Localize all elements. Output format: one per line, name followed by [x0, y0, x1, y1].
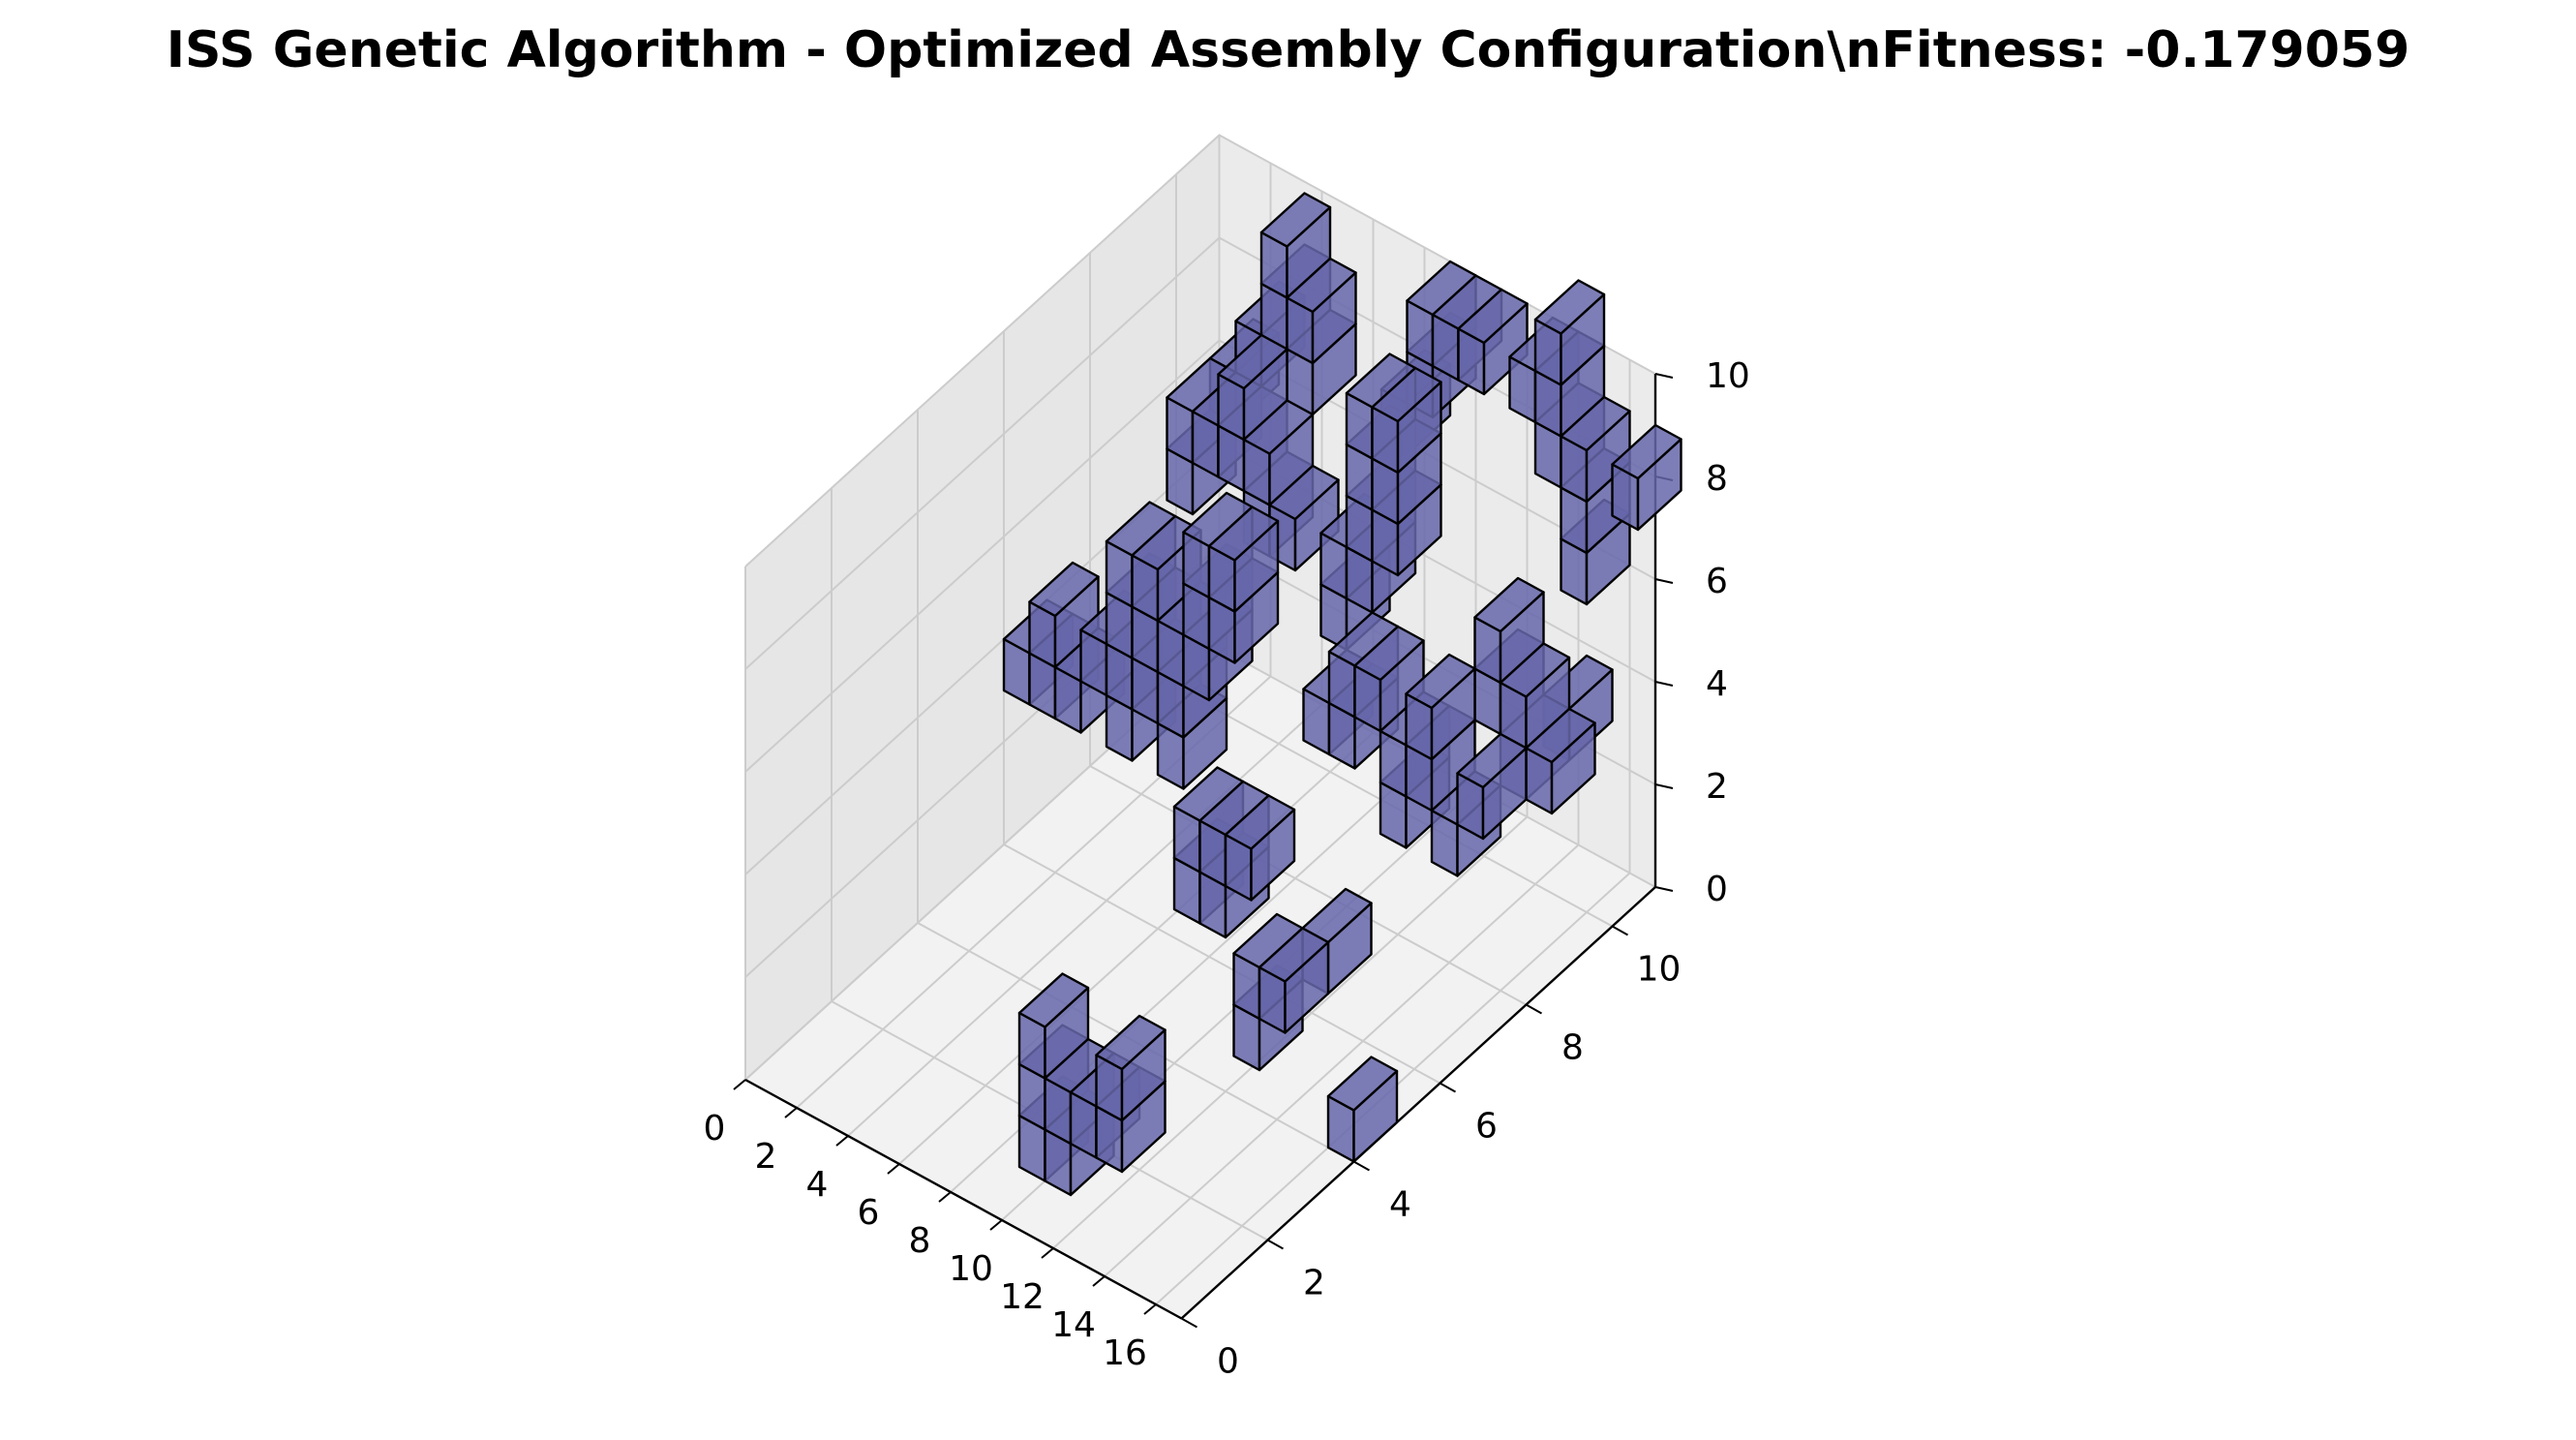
x-tick-label: 0 [704, 1109, 726, 1149]
voxel-face-top [1405, 653, 1476, 710]
voxel-cube [1456, 732, 1528, 841]
voxel-cube [1525, 707, 1596, 815]
voxel-face-top [1095, 1014, 1167, 1071]
y-axis-line [1180, 886, 1656, 1320]
z-tick-mark [1654, 373, 1674, 379]
voxel-face-top [1473, 576, 1545, 633]
voxel-face-top [1242, 399, 1315, 455]
y-tick-label: 8 [1561, 1028, 1584, 1068]
voxel-cube [1371, 366, 1442, 475]
z-tick-mark [1654, 886, 1674, 892]
voxel-cube [1224, 794, 1296, 902]
z-tick-label: 4 [1706, 664, 1728, 704]
voxel-face-top [1533, 279, 1606, 335]
z-tick-mark [1654, 681, 1674, 687]
y-tick-mark [1353, 1160, 1370, 1172]
voxel-face-top [1259, 192, 1332, 248]
y-tick-label: 2 [1303, 1264, 1325, 1303]
voxel-face-top [1028, 561, 1100, 618]
voxel-cube [1286, 257, 1357, 365]
voxel-cube [1533, 279, 1606, 386]
x-tick-mark [989, 1219, 1003, 1231]
z-axis-ticks: 0 2 4 6 8 10 [1654, 356, 1750, 909]
x-tick-mark [835, 1135, 849, 1147]
voxel-cube [1405, 653, 1476, 761]
voxel-face-top [1456, 732, 1528, 789]
voxel-face-top [1224, 794, 1296, 850]
y-axis-ticks: 0 2 4 6 8 10 [1181, 925, 1682, 1382]
voxel-cube [1207, 506, 1280, 613]
voxel-cube [1217, 333, 1288, 442]
voxel-face-top [1286, 257, 1357, 314]
x-tick-mark [733, 1079, 746, 1090]
z-tick-label: 0 [1706, 870, 1728, 909]
x-tick-label: 4 [806, 1165, 829, 1205]
voxel-face-top [1207, 506, 1280, 562]
x-tick-mark [1143, 1303, 1157, 1315]
voxel-cube [1457, 288, 1529, 396]
y-tick-mark [1612, 925, 1628, 936]
x-tick-mark [1092, 1275, 1106, 1287]
z-tick-label: 8 [1706, 459, 1728, 499]
x-tick-label: 2 [755, 1137, 777, 1177]
voxel-face-top [1268, 464, 1340, 521]
z-tick-mark [1654, 578, 1674, 584]
voxel-face-top [1525, 707, 1596, 764]
x-tick-label: 16 [1103, 1333, 1147, 1373]
voxel-face-top [1258, 927, 1330, 983]
z-grid-line [744, 339, 1656, 773]
x-tick-mark [887, 1163, 900, 1175]
z-tick-label: 6 [1706, 562, 1728, 601]
y-tick-label: 0 [1217, 1342, 1239, 1382]
voxel-face-top [1353, 625, 1425, 682]
voxel-face-top [1499, 642, 1571, 698]
y-tick-mark [1267, 1239, 1284, 1250]
x-tick-label: 6 [858, 1193, 880, 1233]
voxel-face-top [1371, 366, 1442, 423]
voxel-face-top [1017, 972, 1090, 1028]
x-tick-label: 8 [909, 1221, 931, 1261]
voxel-cube [1095, 1014, 1167, 1122]
y-tick-mark [1440, 1082, 1456, 1093]
voxel-cube [1326, 1056, 1399, 1163]
z-tick-mark [1654, 783, 1674, 789]
x-tick-mark [784, 1107, 798, 1118]
voxel-face-top [1611, 423, 1682, 480]
x-tick-mark [938, 1191, 952, 1203]
voxel-face-top [1457, 288, 1529, 345]
chart-title: ISS Genetic Algorithm - Optimized Assemb… [166, 21, 2410, 79]
y-tick-label: 4 [1389, 1185, 1411, 1225]
z-tick-label: 10 [1706, 356, 1750, 396]
x-tick-label: 10 [949, 1249, 993, 1289]
voxel-face-top [1217, 333, 1288, 390]
voxel-face-top [1560, 395, 1631, 452]
voxel-cube [1560, 395, 1631, 504]
y-tick-label: 6 [1475, 1107, 1498, 1147]
y-tick-mark [1526, 1003, 1542, 1015]
x-tick-label: 12 [1000, 1277, 1045, 1317]
y-tick-label: 10 [1637, 950, 1682, 990]
x-tick-label: 14 [1051, 1305, 1096, 1345]
voxel-cube [1353, 625, 1425, 733]
voxel-face-top [1326, 1056, 1399, 1112]
x-tick-mark [1041, 1247, 1054, 1259]
side-pane [745, 135, 1220, 1080]
y-tick-mark [1181, 1317, 1197, 1329]
voxel-cube [1611, 423, 1682, 532]
voxel-cubes [1002, 192, 1682, 1197]
voxel-cube [1258, 927, 1330, 1034]
z-tick-label: 2 [1706, 767, 1728, 807]
voxel-cube [1473, 576, 1545, 685]
voxel-cube [1242, 399, 1315, 506]
x-axis-line [744, 1078, 1183, 1320]
